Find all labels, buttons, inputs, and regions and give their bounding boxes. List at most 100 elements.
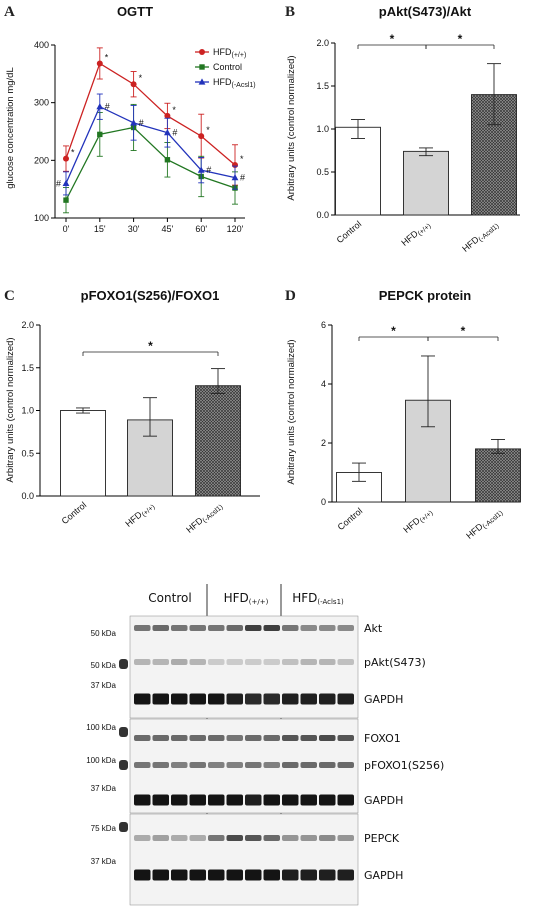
blot-band: [245, 869, 262, 881]
blot-band: [263, 794, 280, 806]
y-tick-label-a: 200: [34, 155, 49, 165]
blot-band: [171, 869, 188, 881]
blot-band: [171, 625, 188, 631]
blot-band: [152, 869, 169, 881]
data-point-a: [96, 60, 103, 67]
blot-band: [245, 659, 262, 665]
ladder-band: [119, 727, 128, 737]
blot-band: [171, 762, 188, 768]
panel-letter-a: A: [4, 4, 15, 20]
y-axis-label-b: Arbitrary units (control normalized): [286, 55, 297, 200]
blot-band: [171, 835, 188, 841]
y-tick-label-c: 0.5: [21, 448, 34, 458]
blot-band: [337, 762, 354, 768]
x-tick-label-a: 15': [94, 224, 106, 234]
blot-band: [300, 835, 317, 841]
blot-group-label: HFD(+/+): [224, 591, 269, 606]
molecular-weight-marker: 100 kDa: [86, 723, 116, 732]
significance-mark-a: #: [172, 128, 177, 138]
blot-band: [319, 835, 336, 841]
blot-band: [152, 735, 169, 741]
y-tick-label-c: 0.0: [21, 491, 34, 501]
blot-band: [171, 794, 188, 806]
blot-band: [319, 693, 336, 705]
blot-band: [134, 735, 151, 741]
y-tick-label-b: 0.5: [316, 167, 329, 177]
x-tick-label-d-main: Control: [336, 506, 365, 532]
axes-d: 0 2 4 6 Control HFD(+/+) HFD(-Acsl1) * *: [321, 320, 521, 543]
blot-band: [337, 625, 354, 631]
x-tick-label-d: HFD(-Acsl1): [464, 506, 504, 543]
blot-row-label: GAPDH: [364, 693, 403, 706]
blot-band: [319, 625, 336, 631]
blot-band: [319, 735, 336, 741]
data-point-a: [63, 197, 69, 203]
blot-band: [319, 762, 336, 768]
x-tick-label-d: Control: [336, 506, 365, 532]
legend-marker-a: [198, 78, 206, 85]
chart-title-b: pAkt(S473)/Akt: [379, 4, 472, 19]
y-tick-label-c: 1.0: [21, 406, 34, 416]
ladder-band: [119, 659, 128, 669]
significance-mark-a: #: [206, 165, 211, 175]
blot-band: [282, 659, 299, 665]
significance-star-d: *: [391, 324, 396, 338]
blot-group-label-sub: (+/+): [249, 598, 269, 606]
blot-band: [208, 625, 225, 631]
significance-mark-a: #: [105, 102, 110, 112]
ladder-band: [119, 760, 128, 770]
x-tick-label-a: 60': [195, 224, 207, 234]
blot-band: [263, 625, 280, 631]
blot-band: [319, 794, 336, 806]
panel-letter-b: B: [285, 4, 295, 20]
blot-band: [245, 794, 262, 806]
blot-row-label: FOXO1: [364, 732, 401, 745]
data-point-a: [97, 131, 103, 138]
x-tick-label-b: Control: [335, 219, 364, 245]
blot-band: [300, 762, 317, 768]
blot-band: [263, 762, 280, 768]
y-axis-label-d: Arbitrary units (control normalized): [286, 339, 297, 484]
blot-band: [208, 794, 225, 806]
blot-band: [208, 869, 225, 881]
blot-membrane: [129, 813, 359, 906]
panel-a: A OGTT glucose concentration mg/dL 100 20…: [4, 4, 256, 234]
x-tick-label-c-sub: (+/+): [141, 504, 157, 519]
blot-band: [282, 794, 299, 806]
blot-band: [300, 869, 317, 881]
bar-c: [195, 385, 241, 497]
panel-c: C pFOXO1(S256)/FOXO1 Arbitrary units (co…: [4, 288, 260, 535]
blot-band: [300, 659, 317, 665]
blot-band: [226, 762, 243, 768]
blot-band: [282, 625, 299, 631]
blot-band: [226, 735, 243, 741]
x-tick-label-b: HFD(-Acsl1): [460, 219, 500, 256]
blot-band: [208, 693, 225, 705]
blot-band: [263, 869, 280, 881]
x-tick-label-c-sub: (-Acsl1): [202, 504, 225, 525]
blot-group-label: HFD(-Acls1): [292, 591, 344, 606]
blot-band: [189, 835, 206, 841]
panel-letter-c: C: [4, 288, 15, 304]
blot-band: [152, 693, 169, 705]
blot-band: [226, 693, 243, 705]
x-tick-label-d-sub: (-Acsl1): [482, 510, 505, 531]
data-point-a: [197, 166, 205, 173]
data-point-a: [164, 129, 171, 136]
blot-band: [337, 659, 354, 665]
blot-band: [245, 625, 262, 631]
blot-band: [300, 625, 317, 631]
blot-band: [282, 693, 299, 705]
blot-band: [152, 659, 169, 665]
blot-row-label: GAPDH: [364, 794, 403, 807]
blot-band: [300, 735, 317, 741]
x-tick-label-a: 45': [162, 224, 174, 234]
significance-mark-a: *: [206, 125, 210, 135]
bar-d: [475, 448, 521, 503]
x-tick-label-c-main: Control: [60, 500, 89, 526]
data-point-a: [96, 103, 104, 110]
series-a-1: [63, 103, 238, 214]
blot-band: [282, 735, 299, 741]
x-tick-label-c: Control: [60, 500, 89, 526]
